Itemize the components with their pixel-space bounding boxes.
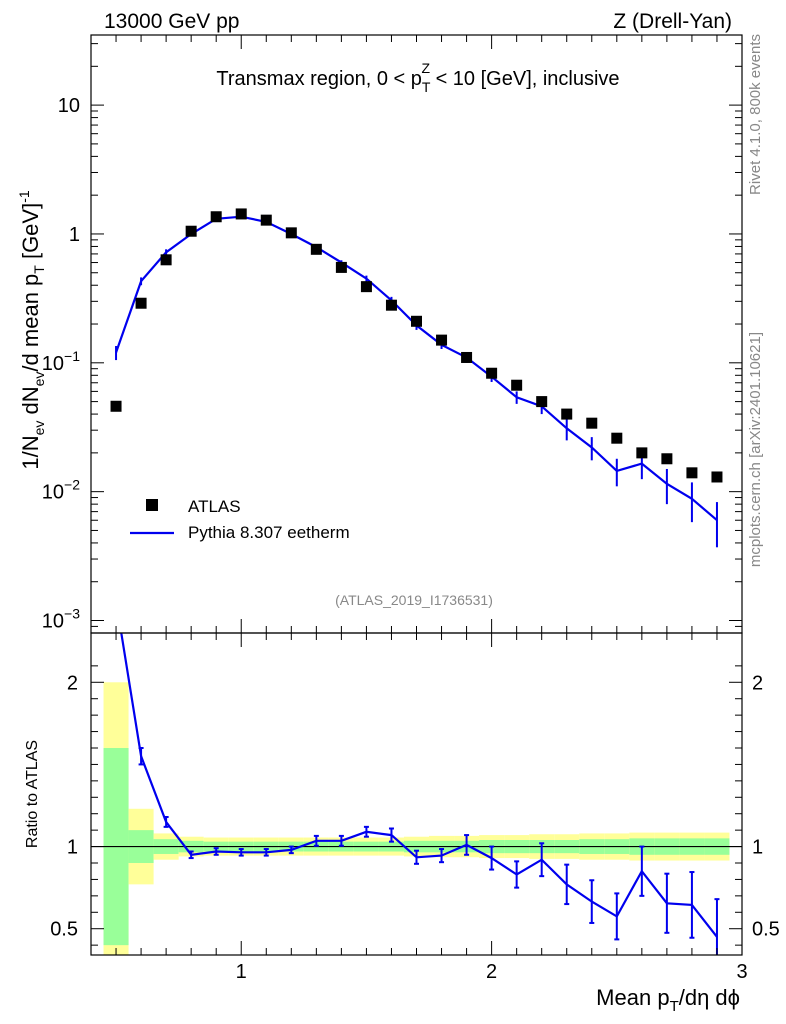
ratio-axis-ticks	[90, 633, 743, 955]
atlas-point	[260, 214, 272, 226]
tick-exp: −2	[64, 477, 80, 493]
atlas-point	[536, 396, 548, 408]
mcplots-label: mcplots.cern.ch [arXiv:2401.10621]	[747, 332, 764, 567]
chart-title-text: Transmax region, 0 < pTZ < 10 [GeV], inc…	[216, 60, 619, 95]
atlas-point	[561, 408, 573, 420]
ylabel-part: 1/N	[18, 435, 43, 469]
ylabel-part: dN	[18, 386, 43, 420]
tick-exp: −1	[64, 348, 80, 364]
ylabel-sup: -1	[16, 190, 32, 203]
atlas-point	[285, 227, 297, 239]
rivet-version-label: Rivet 4.1.0, 800k events	[747, 34, 764, 195]
ratio-y-tick-label-right: 2	[752, 672, 763, 694]
ratio-panel: 0.5 0.5 1 1 2 2 1 2 3 Ratio to ATLAS Mean pT/dη…	[24, 632, 780, 1015]
x-axis-label: Mean pT/dη dϕ	[596, 985, 740, 1015]
atlas-point	[210, 211, 222, 223]
title-sup: Z	[421, 60, 430, 76]
ylabel-sub: T	[31, 265, 47, 274]
tick-base: 1	[69, 224, 80, 246]
ylabel-sub: ev	[31, 372, 47, 387]
ratio-series-group	[120, 633, 720, 955]
atlas-point	[235, 208, 247, 220]
atlas-point	[310, 243, 322, 255]
main-y-axis-label-text: 1/Nev dNev/d mean pT [GeV]-1	[16, 190, 47, 470]
atlas-point	[135, 297, 147, 309]
atlas-point	[411, 315, 422, 327]
xlabel-part: Mean p	[596, 985, 669, 1010]
atlas-point	[360, 281, 372, 293]
atlas-point	[335, 261, 347, 273]
tick-base: 10	[58, 95, 80, 117]
x-tick-label: 1	[236, 961, 247, 983]
ratio-y-tick-label: 0.5	[50, 919, 78, 941]
atlas-point	[436, 334, 448, 346]
x-tick-labels: 1 2 3	[236, 961, 748, 983]
main-y-tick-label: 10−1	[42, 348, 80, 375]
x-axis-label-text: Mean pT/dη dϕ	[596, 985, 740, 1015]
ratio-y-tick-labels: 0.5 0.5 1 1 2 2	[50, 672, 780, 940]
atlas-point	[586, 417, 598, 429]
main-axis-ticks	[90, 35, 743, 634]
tick-base: 10	[42, 353, 64, 375]
ylabel-part: /d mean p	[18, 274, 43, 372]
atlas-point	[686, 467, 698, 479]
ratio-frame	[90, 632, 743, 956]
ratio-data-marks	[91, 633, 742, 955]
ratio-y-axis-label: Ratio to ATLAS	[24, 740, 41, 848]
tick-exp: −3	[64, 606, 80, 622]
ylabel-part: [GeV]	[18, 203, 43, 265]
header-right-label: Z (Drell-Yan)	[613, 10, 732, 33]
ratio-pythia-line	[120, 633, 718, 938]
tick-base: 10	[42, 482, 64, 504]
atlas-point	[711, 471, 723, 483]
atlas-point	[636, 447, 648, 459]
x-tick-label: 2	[486, 961, 497, 983]
ratio-uncertainty-bands	[103, 682, 730, 955]
main-frame	[90, 34, 743, 634]
pythia-line	[114, 215, 718, 522]
xlabel-sub: T	[670, 998, 679, 1015]
ratio-y-tick-label: 2	[67, 672, 78, 694]
ratio-y-tick-label-right: 0.5	[752, 919, 780, 941]
main-y-tick-label: 10	[58, 95, 80, 117]
legend: ATLAS Pythia 8.307 eetherm	[130, 497, 350, 542]
legend-atlas-marker	[146, 499, 158, 511]
atlas-point	[385, 299, 397, 311]
atlas-point	[110, 400, 122, 412]
main-y-tick-label: 10−3	[42, 606, 80, 633]
header-left-label: 13000 GeV pp	[104, 10, 239, 33]
main-y-tick-label: 10−2	[42, 477, 80, 504]
tick-base: 10	[42, 611, 64, 633]
main-data-marks	[110, 208, 723, 548]
legend-pythia-label: Pythia 8.307 eetherm	[188, 523, 350, 542]
atlas-point	[511, 379, 523, 391]
atlas-point	[661, 453, 673, 465]
ratio-y-tick-label-right: 1	[752, 837, 763, 859]
atlas-point	[461, 351, 473, 363]
atlas-point	[160, 254, 172, 266]
atlas-point	[486, 367, 498, 379]
main-y-axis-label: 1/Nev dNev/d mean pT [GeV]-1	[16, 190, 47, 470]
ratio-y-tick-label: 1	[67, 837, 78, 859]
ylabel-sub: ev	[31, 421, 47, 436]
title-part: < 10 [GeV], inclusive	[430, 68, 620, 90]
analysis-id-label: (ATLAS_2019_I1736531)	[335, 592, 493, 608]
title-sub: T	[422, 79, 431, 95]
title-part: Transmax region, 0 < p	[216, 68, 421, 90]
legend-atlas-label: ATLAS	[188, 497, 241, 516]
xlabel-part: /dη dϕ	[679, 985, 740, 1010]
atlas-point	[185, 225, 197, 237]
atlas-point	[611, 432, 623, 444]
chart-title: Transmax region, 0 < pTZ < 10 [GeV], inc…	[216, 60, 619, 95]
main-y-tick-label: 1	[69, 224, 80, 246]
x-tick-label: 3	[736, 961, 747, 983]
